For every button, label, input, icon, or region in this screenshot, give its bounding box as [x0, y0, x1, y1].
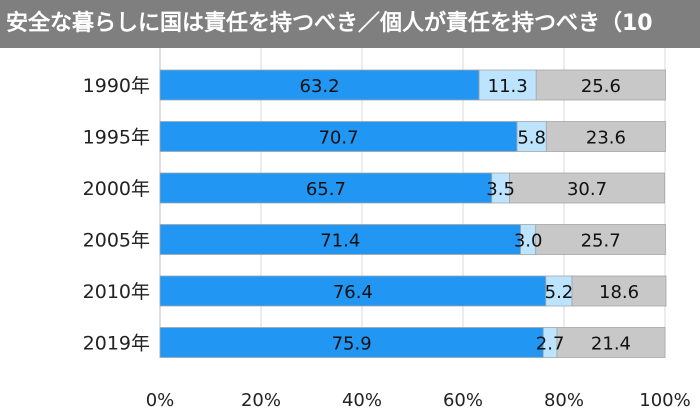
bar-segment — [159, 224, 521, 255]
bar-segment — [159, 69, 480, 101]
category-label: 1995年 — [83, 127, 150, 149]
data-label: 5.8 — [517, 128, 546, 149]
data-label: 25.6 — [581, 76, 621, 97]
x-tick-label: 40% — [342, 390, 382, 411]
stacked-bar-chart: 63.2 11.3 25.6 70.7 5.8 23.6 65.7 3.5 30.7 71.4 3.… — [83, 48, 691, 411]
category-label: 2010年 — [83, 281, 150, 303]
bar-segment — [571, 275, 667, 307]
bar-segment — [516, 121, 547, 152]
data-label: 2.7 — [536, 334, 565, 355]
data-label: 25.7 — [581, 231, 621, 252]
bar-segment — [535, 69, 666, 101]
x-tick-label: 0% — [146, 390, 175, 411]
category-labels: 1990年 1995年 2000年 2005年 2010年 2019年 — [83, 75, 150, 355]
data-label: 70.7 — [318, 128, 358, 149]
x-tick-label: 80% — [544, 390, 584, 411]
data-label: 11.3 — [488, 76, 528, 97]
x-tick-labels: 0% 20% 40% 60% 80% 100% — [146, 390, 691, 411]
data-label: 3.5 — [486, 179, 515, 200]
data-label: 3.0 — [514, 231, 543, 252]
bar-segment — [159, 327, 544, 358]
bar-segment — [509, 172, 665, 204]
bar-segment — [159, 121, 518, 152]
category-label: 1990年 — [83, 75, 150, 97]
data-label: 18.6 — [599, 282, 639, 303]
data-label: 23.6 — [586, 128, 626, 149]
x-tick-label: 20% — [241, 390, 281, 411]
data-label: 65.7 — [306, 179, 346, 200]
bar-segment — [535, 224, 666, 255]
bar-segment — [478, 69, 537, 101]
bar-segment — [556, 327, 666, 358]
bar-segment — [545, 121, 666, 152]
x-tick-label: 60% — [443, 390, 483, 411]
data-label: 75.9 — [332, 334, 372, 355]
bars — [159, 69, 667, 358]
data-label: 21.4 — [591, 334, 631, 355]
data-label: 76.4 — [333, 282, 373, 303]
category-label: 2000年 — [83, 178, 150, 200]
category-label: 2005年 — [83, 230, 150, 252]
data-label: 30.7 — [567, 179, 607, 200]
data-label: 71.4 — [320, 231, 360, 252]
bar-segment — [159, 275, 547, 307]
category-label: 2019年 — [83, 333, 150, 355]
x-tick-label: 100% — [639, 390, 690, 411]
data-labels: 63.2 11.3 25.6 70.7 5.8 23.6 65.7 3.5 30.7 71.4 3.… — [300, 76, 640, 355]
data-label: 63.2 — [300, 76, 340, 97]
chart-title: 安全な暮らしに国は責任を持つべき／個人が責任を持つべき（10 — [0, 0, 700, 48]
data-label: 5.2 — [545, 282, 574, 303]
